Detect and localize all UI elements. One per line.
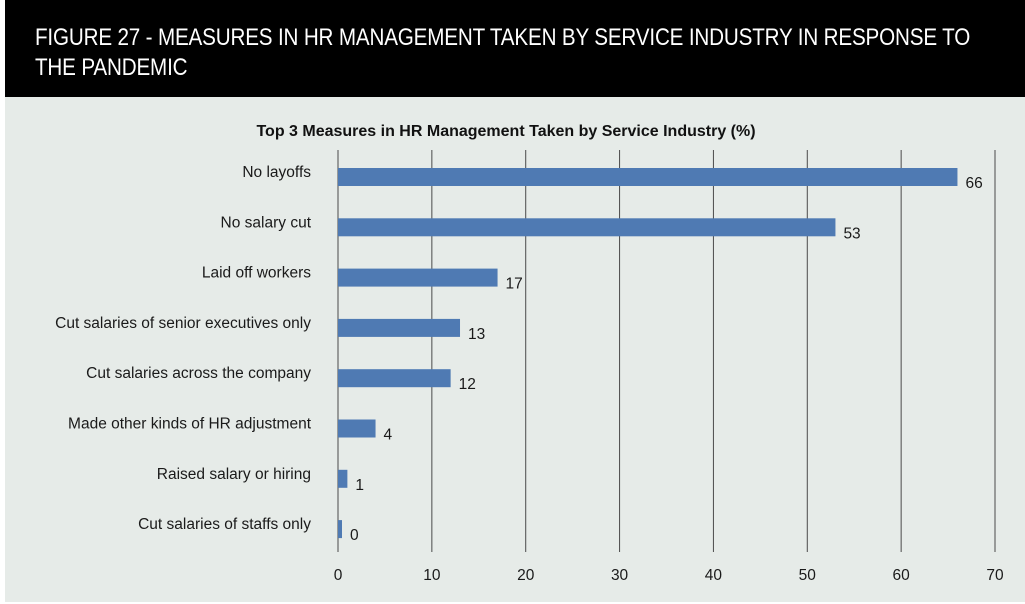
x-tick-label-40: 40 <box>705 567 723 584</box>
category-label-1: No layoffs <box>242 164 311 181</box>
x-tick-label-10: 10 <box>423 567 441 584</box>
value-label-1: 66 <box>965 175 982 192</box>
x-tick-label-50: 50 <box>799 567 817 584</box>
bar-3 <box>338 268 498 287</box>
category-label-2: No salary cut <box>221 214 312 231</box>
bars <box>338 168 958 539</box>
value-label-3: 17 <box>506 276 523 293</box>
category-label-8: Cut salaries of staffs only <box>138 516 311 533</box>
bar-1 <box>338 168 958 186</box>
chart-title: Top 3 Measures in HR Management Taken by… <box>256 123 755 140</box>
bar-8 <box>338 520 342 539</box>
bar-5 <box>338 369 451 388</box>
x-tick-label-0: 0 <box>334 567 343 584</box>
category-label-7: Raised salary or hiring <box>157 466 311 483</box>
category-label-5: Cut salaries across the company <box>86 365 311 382</box>
category-labels: No layoffs No salary cut Laid off workers C… <box>55 164 312 533</box>
gridlines <box>337 150 996 552</box>
bar-7 <box>338 469 348 488</box>
bar-4 <box>338 318 461 337</box>
value-label-4: 13 <box>468 326 485 343</box>
x-tick-label-70: 70 <box>986 567 1004 584</box>
value-label-8: 0 <box>350 527 359 544</box>
x-tick-label-60: 60 <box>893 567 911 584</box>
category-label-6: Made other kinds of HR adjustment <box>68 416 312 433</box>
value-label-6: 4 <box>384 427 393 444</box>
value-label-5: 12 <box>459 376 476 393</box>
bar-2 <box>338 218 836 237</box>
x-tick-label-20: 20 <box>517 567 535 584</box>
value-label-7: 1 <box>355 477 364 494</box>
x-axis-tick-labels: 0 10 20 30 40 50 60 70 <box>334 567 1004 584</box>
value-label-2: 53 <box>843 225 860 242</box>
figure-title-line-2: THE PANDEMIC <box>35 54 188 81</box>
category-label-3: Laid off workers <box>202 265 311 282</box>
category-label-4: Cut salaries of senior executives only <box>55 315 311 332</box>
figure-header: FIGURE 27 - MEASURES IN HR MANAGEMENT TA… <box>5 0 1025 97</box>
bar-6 <box>338 419 376 438</box>
x-tick-label-30: 30 <box>611 567 629 584</box>
figure-title-line-1: FIGURE 27 - MEASURES IN HR MANAGEMENT TA… <box>35 24 971 51</box>
value-labels: 66 53 17 13 12 4 1 0 <box>350 175 983 544</box>
